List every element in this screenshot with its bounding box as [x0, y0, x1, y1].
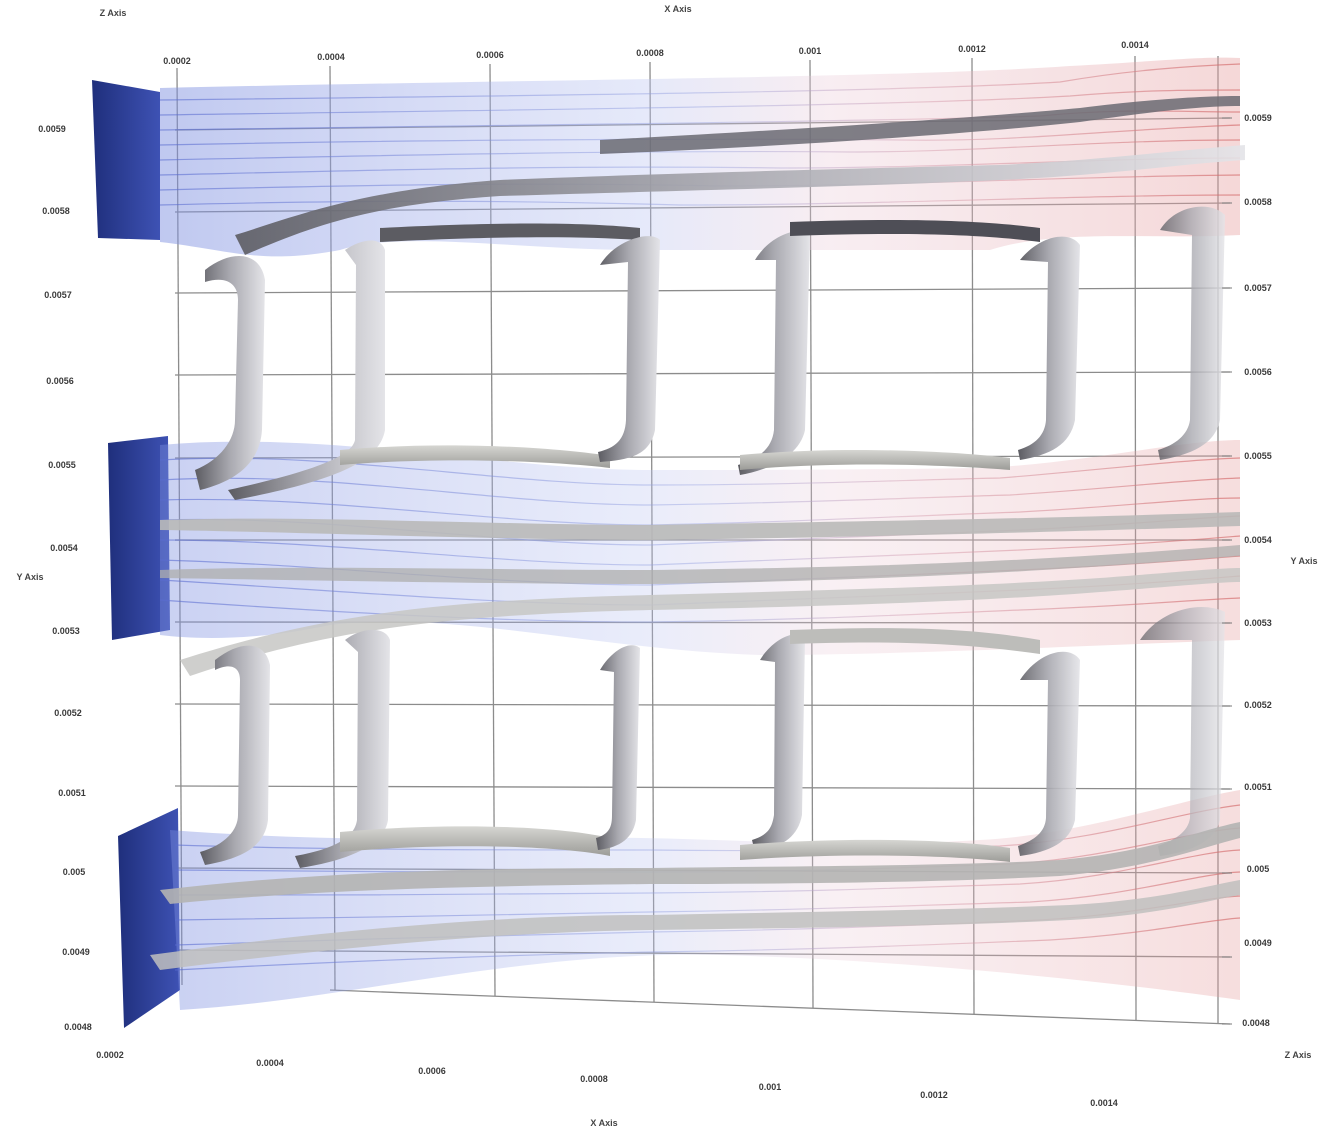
y-left-tick-label: 0.0053 [52, 626, 80, 636]
wall-top-ribbon [235, 145, 1245, 255]
y-left-tick-label: 0.0048 [64, 1022, 92, 1032]
x-bottom-tick-label: 0.001 [759, 1082, 782, 1092]
y-left-tick-label: 0.005 [63, 867, 86, 877]
y-right-tick-label: 0.0058 [1244, 197, 1272, 207]
y-left-tick-label: 0.0058 [42, 206, 70, 216]
x-axis-bottom-title: X Axis [590, 1118, 617, 1128]
z-axis-top-title: Z Axis [100, 8, 127, 18]
y-right-tick-label: 0.005 [1247, 864, 1270, 874]
flow-band-middle [160, 440, 1240, 655]
y-left-tick-label: 0.0055 [48, 460, 76, 470]
flow-band-bottom [170, 790, 1240, 1010]
wall-upper-left-1 [195, 256, 265, 490]
y-axis-right: Y Axis 0.0059 0.0058 0.0057 0.0056 0.005… [1242, 113, 1317, 1028]
y-right-tick-label: 0.0051 [1244, 782, 1272, 792]
y-right-tick-label: 0.0054 [1244, 535, 1272, 545]
inlet-panel-top [92, 80, 160, 240]
y-left-tick-label: 0.0054 [50, 543, 78, 553]
wall-lower-mid-1 [596, 645, 640, 850]
y-left-tick-label: 0.0051 [58, 788, 86, 798]
y-left-tick-label: 0.0059 [38, 124, 66, 134]
z-axis-bottom-title: Z Axis [1285, 1050, 1312, 1060]
y-left-tick-label: 0.0049 [62, 947, 90, 957]
inlet-panels [92, 80, 180, 1028]
wall-middle-ribbon [160, 512, 1240, 540]
wall-lower-top-ribbon [180, 568, 1240, 676]
y-right-tick-label: 0.0057 [1244, 283, 1272, 293]
y-right-tick-label: 0.0059 [1244, 113, 1272, 123]
wall-lower-left-1 [200, 645, 270, 865]
inlet-panel-middle [108, 436, 170, 640]
flow-band-top [160, 57, 1240, 257]
wall-lower-left-2 [295, 629, 390, 868]
wall-lower-mid-2 [752, 634, 805, 852]
y-axis-right-title: Y Axis [1290, 556, 1317, 566]
wall-upper-mid-1 [598, 236, 660, 462]
y-right-tick-label: 0.0056 [1244, 367, 1272, 377]
x-bottom-tick-label: 0.0014 [1090, 1098, 1118, 1108]
x-axis-bottom: X Axis Z Axis 0.0002 0.0004 0.0006 0.000… [96, 1050, 1311, 1128]
y-left-tick-label: 0.0057 [44, 290, 72, 300]
x-top-tick-label: 0.001 [799, 46, 822, 56]
x-bottom-tick-label: 0.0008 [580, 1074, 608, 1084]
x-axis-top-title: X Axis [664, 4, 691, 14]
wall-upper-left-2 [228, 240, 385, 500]
x-top-tick-label: 0.0004 [317, 52, 345, 62]
x-bottom-tick-label: 0.0004 [256, 1058, 284, 1068]
x-top-tick-label: 0.0002 [163, 56, 191, 66]
y-axis-left: Y Axis 0.0059 0.0058 0.0057 0.0056 0.005… [16, 124, 91, 1032]
x-top-tick-label: 0.0006 [476, 50, 504, 60]
wall-middle-ribbon-2 [160, 545, 1240, 584]
right-axis-ticks [1222, 117, 1232, 1025]
wall-top-ribbon-2 [600, 96, 1240, 154]
wall-lower-left-cavity-floor [340, 826, 610, 856]
wall-lower-right-cavity-floor [740, 839, 1010, 862]
x-bottom-tick-label: 0.0012 [920, 1090, 948, 1100]
wall-upper-right-2 [1158, 206, 1225, 460]
wall-upper-cavity-floor [340, 445, 610, 468]
wall-lower-right-1 [1018, 651, 1080, 856]
x-top-tick-label: 0.0008 [636, 48, 664, 58]
x-bottom-tick-label: 0.0002 [96, 1050, 124, 1060]
wall-bottom-ribbon-1 [160, 822, 1240, 904]
x-bottom-tick-label: 0.0006 [418, 1066, 446, 1076]
wall-bottom-ribbon-2 [150, 880, 1240, 970]
wall-upper-right-cavity-floor [740, 449, 1010, 470]
wall-upper-mid-2 [738, 231, 810, 475]
y-left-tick-label: 0.0052 [54, 708, 82, 718]
y-right-tick-label: 0.0053 [1244, 618, 1272, 628]
x-axis-top: X Axis Z Axis 0.0002 0.0004 0.0006 0.000… [100, 4, 1149, 66]
x-top-tick-label: 0.0014 [1121, 40, 1149, 50]
wall-upper-right-1 [1018, 236, 1080, 460]
y-right-tick-label: 0.0055 [1244, 451, 1272, 461]
y-right-tick-label: 0.0052 [1244, 700, 1272, 710]
y-right-tick-label: 0.0049 [1244, 938, 1272, 948]
wall-lower-right-cavity-top [790, 628, 1040, 654]
channel-walls [150, 96, 1245, 970]
inlet-panel-bottom [118, 808, 180, 1028]
wall-upper-cavity-top [380, 223, 640, 242]
wall-upper-right-cavity-top [790, 220, 1040, 242]
wall-lower-right-2 [1140, 607, 1225, 856]
y-left-tick-label: 0.0056 [46, 376, 74, 386]
y-right-tick-label: 0.0048 [1242, 1018, 1270, 1028]
y-axis-left-title: Y Axis [16, 572, 43, 582]
x-top-tick-label: 0.0012 [958, 44, 986, 54]
